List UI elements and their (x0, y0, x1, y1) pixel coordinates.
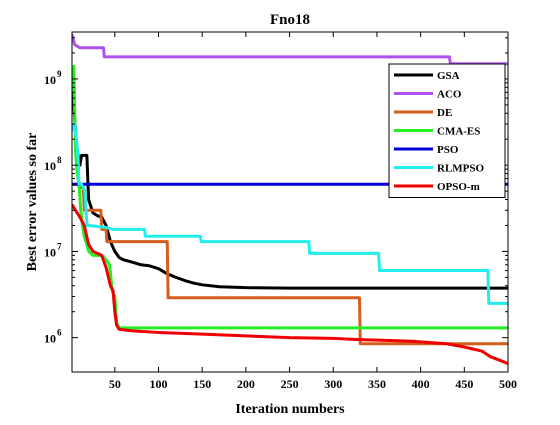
x-tick-label: 50 (109, 377, 121, 391)
series-layer (72, 33, 508, 366)
legend-label-pso: PSO (437, 144, 459, 156)
legend-label-cma-es: CMA-ES (437, 126, 480, 138)
legend-label-opso-m: OPSO-m (437, 181, 480, 193)
x-tick-label: 100 (150, 377, 168, 391)
y-tick-exponent: 6 (57, 328, 62, 338)
x-tick-label: 200 (237, 377, 255, 391)
y-tick-exponent: 8 (57, 155, 62, 165)
y-tick-label: 10 (44, 159, 56, 173)
y-tick-label: 10 (44, 245, 56, 259)
x-tick-label: 350 (368, 377, 386, 391)
y-tick-label: 10 (44, 73, 56, 87)
x-tick-label: 400 (412, 377, 430, 391)
x-tick-label: 500 (499, 377, 517, 391)
y-tick-exponent: 7 (57, 241, 62, 251)
x-tick-label: 300 (324, 377, 342, 391)
legend-label-aco: ACO (437, 89, 462, 101)
series-line-gsa (72, 82, 508, 290)
x-tick-label: 250 (281, 377, 299, 391)
chart-title: Fno18 (270, 12, 310, 28)
x-tick-label: 450 (455, 377, 473, 391)
series-line-rlmpso (72, 122, 508, 305)
y-tick-exponent: 9 (57, 69, 62, 79)
x-tick-label: 150 (193, 377, 211, 391)
legend-label-rlmpso: RLMPSO (437, 163, 485, 175)
series-line-de (72, 182, 508, 346)
legend-label-gsa: GSA (437, 70, 460, 82)
y-axis-label: Best error values so far (25, 133, 40, 272)
y-tick-label: 10 (44, 332, 56, 346)
legend: GSA ACO DE CMA-ES PSO RLMPSO OPSO-m (388, 63, 506, 198)
x-axis-label: Iteration numbers (235, 402, 345, 417)
series-line-opso-m (72, 203, 508, 366)
series-line-aco (72, 33, 508, 66)
legend-label-de: DE (437, 107, 452, 119)
